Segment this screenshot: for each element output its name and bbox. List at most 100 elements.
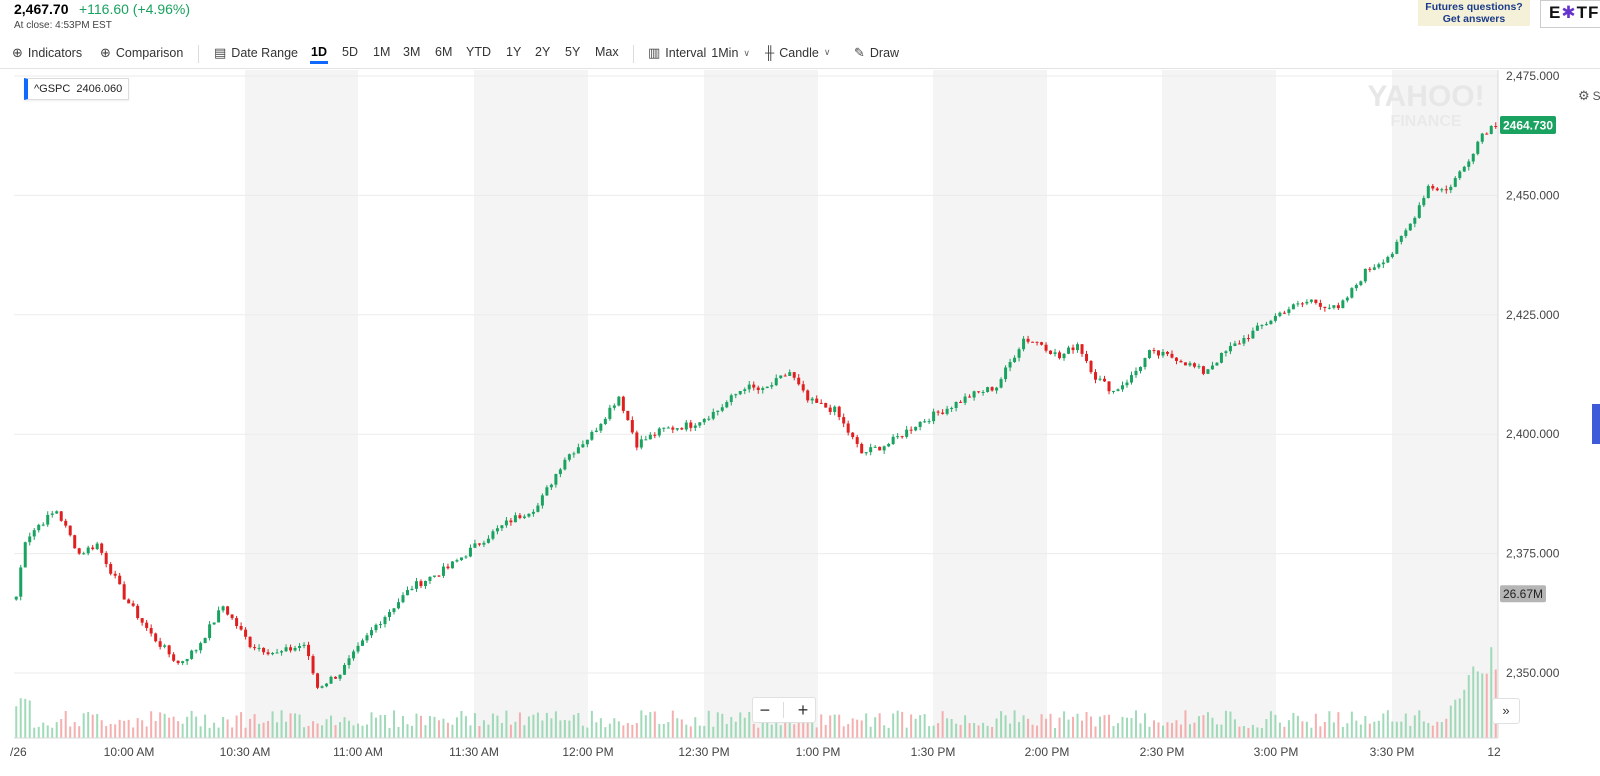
range-5d[interactable]: 5D [342,45,358,59]
candle-body [1156,350,1160,356]
candle-body [203,638,207,644]
volume-bar [267,721,270,738]
volume-bar [388,727,391,738]
candle-body [1067,347,1071,354]
candle-body [1390,253,1394,258]
candle-body [540,495,544,506]
candle-body [1345,297,1349,301]
draw-button[interactable]: ✎ Draw [854,45,899,61]
volume-bar [1175,720,1178,738]
volume-badge [1500,585,1546,603]
range-1d[interactable]: 1D [310,45,328,64]
volume-bar [1157,722,1160,738]
scroll-to-end-button[interactable]: » [1492,698,1520,724]
quote-header: 2,467.70 +116.60 (+4.96%) At close: 4:53… [14,1,190,31]
volume-bar [703,725,706,738]
volume-bar [1346,723,1349,738]
range-max[interactable]: Max [595,45,619,59]
candle-body [968,396,972,398]
candle-body [95,543,99,550]
range-2y[interactable]: 2Y [535,45,551,59]
settings-button[interactable]: ⚙ S [1578,88,1600,104]
candle-body [1103,378,1107,382]
zoom-out-button[interactable]: − [759,699,771,720]
quote-price: 2,467.70 [14,1,69,17]
volume-bar [860,720,863,738]
candle-body [1228,346,1232,352]
candle-body [707,418,711,420]
candle-body [680,428,684,430]
volume-bar [491,713,494,738]
volume-bar [1040,714,1043,738]
volume-bar [19,698,22,738]
interval-dropdown[interactable]: ▥ Interval 1Min ∨ [648,45,750,61]
volume-bar [1359,724,1362,738]
chart-type-dropdown[interactable]: ╫ Candle ∨ [765,45,830,60]
candle-body [1206,369,1210,374]
volume-bar [928,726,931,738]
candle-body [932,411,936,422]
gear-icon: ⚙ [1578,88,1590,103]
candle-body [59,511,63,521]
brand-logo[interactable]: E✱TF [1540,0,1600,28]
candle-body [1255,325,1259,331]
volume-bar [1224,710,1227,738]
candle-body [239,625,243,630]
volume-bar [1242,726,1245,738]
side-panel-tab[interactable] [1592,404,1600,444]
volume-bar [815,727,818,738]
range-6m[interactable]: 6M [435,45,453,59]
range-3m[interactable]: 3M [403,45,421,59]
ticker-tag[interactable]: ^GSPC 2406.060 [24,78,130,100]
volume-bar [141,720,144,738]
volume-bar [1229,711,1232,738]
candle-body [1233,343,1237,347]
comparison-button[interactable]: ⊕ Comparison [100,45,183,61]
candle-body [275,652,279,654]
candle-body [441,566,445,576]
volume-bar [788,712,791,738]
candle-body [1174,357,1178,361]
candle-body [1242,338,1246,344]
indicators-button[interactable]: ⊕ Indicators [12,45,82,61]
volume-bar [595,722,598,738]
candle-body [666,427,670,429]
volume-bar [1197,716,1200,738]
volume-bar [1440,722,1443,738]
range-5y[interactable]: 5Y [565,45,581,59]
candle-body [1296,303,1300,305]
interval-label: Interval [665,46,707,60]
candle-body [801,384,805,391]
candle-body [1008,362,1012,368]
volume-bar [1319,726,1322,738]
range-1y[interactable]: 1Y [506,45,522,59]
zoom-in-button[interactable]: + [797,699,809,720]
volume-bar [1386,710,1389,738]
candle-body [671,427,675,430]
volume-bar [757,727,760,738]
candle-body [513,515,517,523]
volume-bar [262,722,265,738]
candle-body [1323,306,1327,308]
candle-body [1179,360,1183,363]
zoom-divider [783,702,785,718]
volume-bar [1476,671,1479,738]
range-1m[interactable]: 1M [373,45,391,59]
candle-body [734,394,738,396]
quote-close-time: At close: 4:53PM EST [14,20,112,31]
candle-body [1138,367,1142,371]
candle-body [280,651,284,653]
candle-body [851,432,855,438]
volume-bar [348,720,351,738]
candle-body [437,575,441,577]
futures-ad-banner[interactable]: Futures questions? Get answers [1418,0,1530,26]
candle-body [468,547,472,557]
candle-body [1453,178,1457,187]
candle-body [1413,217,1417,224]
range-ytd[interactable]: YTD [466,45,491,59]
volume-bar [473,713,476,738]
candle-body [370,630,374,636]
date-range-button[interactable]: ▤ Date Range [214,45,298,61]
volume-bar [415,713,418,738]
